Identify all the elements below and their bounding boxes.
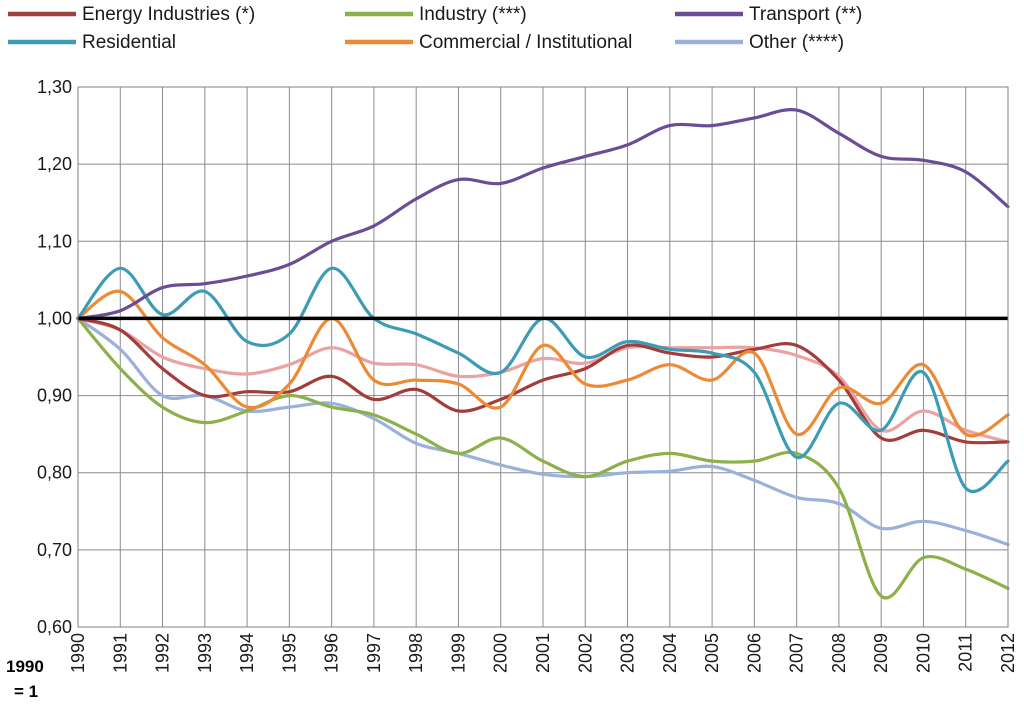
x-tick-label: 1995: [279, 633, 299, 673]
x-tick-label: 2001: [533, 633, 553, 673]
y-tick-label: 0,60: [37, 617, 72, 637]
y-tick-label: 1,10: [37, 231, 72, 251]
series-line-transport: [76, 108, 1010, 320]
legend-label-transport: Transport (**): [749, 4, 862, 25]
x-tick-label: 2004: [660, 633, 680, 673]
x-tick-label: 1999: [448, 633, 468, 673]
x-tick-label: 2002: [575, 633, 595, 673]
x-tick-label: 2000: [491, 633, 511, 673]
y-tick-label: 1,00: [37, 308, 72, 328]
y-tick-label: 0,80: [37, 463, 72, 483]
x-tick-label: 1994: [237, 633, 257, 673]
series-lines: [76, 108, 1010, 600]
series-line-industry: [76, 316, 1010, 600]
legend-label-energy-industries: Energy Industries (*): [82, 4, 255, 25]
legend-label-industry: Industry (***): [419, 4, 527, 25]
x-tick-label: 1996: [322, 633, 342, 673]
x-tick-label: 2003: [618, 633, 638, 673]
series-line-other: [76, 316, 1010, 547]
y-tick-label: 1,20: [37, 154, 72, 174]
base-note-equals: = 1: [14, 682, 38, 701]
legend-label-other: Other (****): [749, 32, 844, 53]
y-tick-label: 1,30: [37, 77, 72, 97]
series-line-residential: [76, 266, 1010, 493]
plot-border: [77, 86, 1009, 628]
y-tick-label: 0,70: [37, 540, 72, 560]
base-note-year: 1990: [6, 657, 44, 676]
x-tick-label: 2008: [829, 633, 849, 673]
axes: 0,60 0,70 0,80 0,90 1,00 1,10 1,20 1,30 1990 1991…: [37, 77, 1018, 673]
x-tick-label: 1998: [406, 633, 426, 673]
grid: [77, 86, 1009, 628]
series-line-unlabeled: [76, 316, 1010, 444]
x-tick-label: 1992: [153, 633, 173, 673]
x-tick-label: 2012: [998, 633, 1018, 673]
x-tick-label: 1991: [110, 633, 130, 673]
y-tick-label: 0,90: [37, 386, 72, 406]
x-tick-label: 2011: [956, 633, 976, 672]
series-line-commercial-institutional: [76, 289, 1010, 438]
x-tick-label: 2009: [871, 633, 891, 673]
x-tick-label: 1990: [68, 633, 88, 673]
x-tick-label: 2005: [702, 633, 722, 673]
x-tick-label: 1993: [195, 633, 215, 673]
legend-label-residential: Residential: [82, 32, 176, 53]
legend-label-commercial-institutional: Commercial / Institutional: [419, 32, 632, 53]
x-tick-label: 2006: [744, 633, 764, 673]
x-tick-label: 2010: [913, 633, 933, 673]
x-tick-label: 1997: [364, 633, 384, 673]
series-line-energy-industries: [76, 316, 1010, 445]
legend: Energy Industries (*) Industry (***) Trans…: [8, 4, 862, 53]
x-tick-label: 2007: [787, 633, 807, 673]
